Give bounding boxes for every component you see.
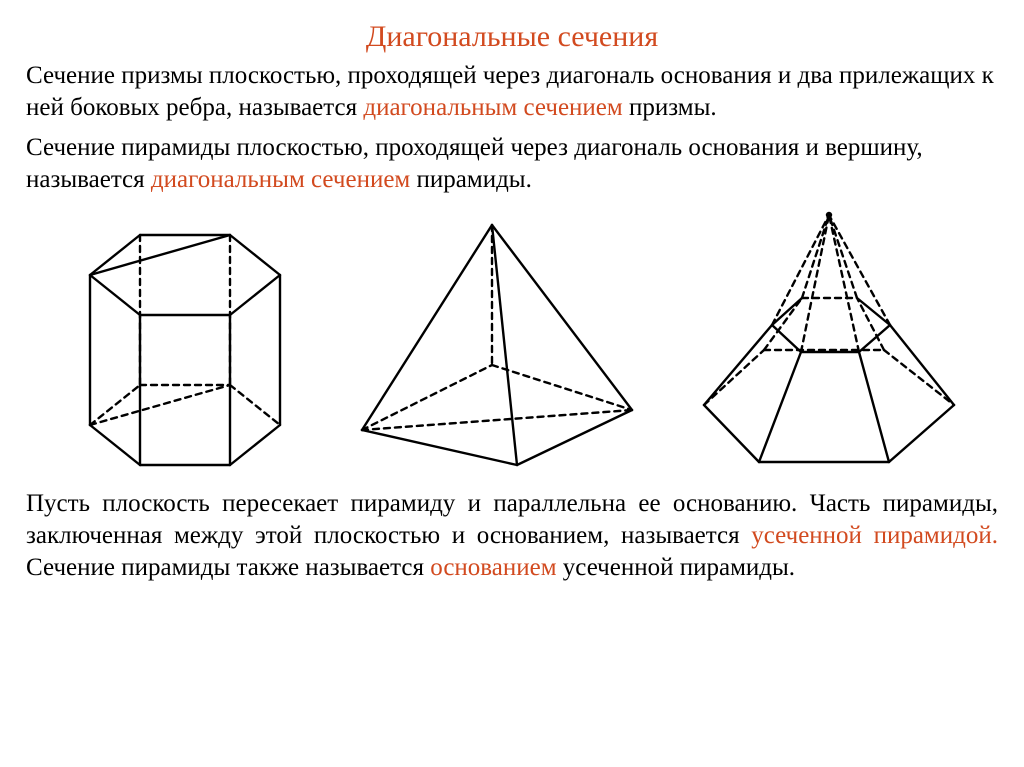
paragraph-1: Сечение призмы плоскостью, проходящей че… <box>26 60 998 124</box>
p3-highlight-1: усеченной пирамидой. <box>751 522 998 549</box>
p1-text-c: призмы. <box>623 94 717 121</box>
paragraph-3: Пусть плоскость пересекает пирамиду и па… <box>26 488 998 584</box>
pyramid-diagram <box>342 205 642 475</box>
p2-text-c: пирамиды. <box>410 166 532 193</box>
p3-highlight-2: основанием <box>430 554 556 581</box>
p3-text-e: усеченной пирамиды. <box>557 554 796 581</box>
p1-highlight: диагональным сечением <box>363 94 622 121</box>
paragraph-2: Сечение пирамиды плоскостью, проходящей … <box>26 132 998 196</box>
prism-diagram <box>45 205 305 475</box>
p2-highlight: диагональным сечением <box>151 166 410 193</box>
page-title: Диагональные сечения <box>26 18 998 56</box>
figures-row <box>26 200 998 480</box>
truncated-pyramid-diagram <box>679 200 979 480</box>
p3-text-c: Сечение пирамиды также называется <box>26 554 430 581</box>
